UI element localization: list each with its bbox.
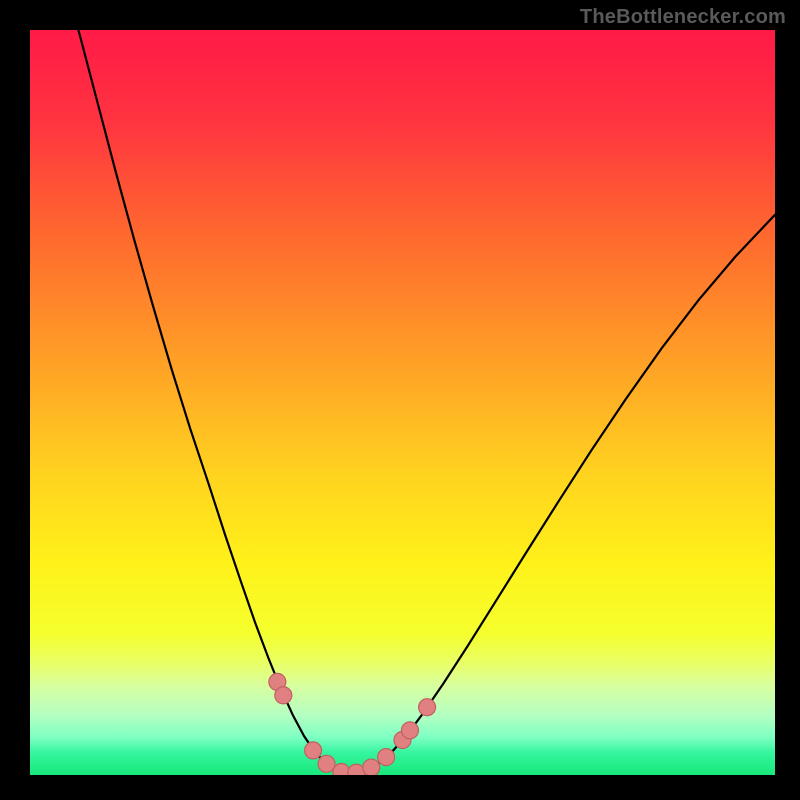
marker-group	[269, 673, 436, 775]
curve-right	[349, 215, 775, 774]
marker-point	[401, 722, 418, 739]
curve-left	[78, 30, 348, 774]
curve-overlay	[30, 30, 775, 775]
marker-point	[275, 687, 292, 704]
marker-point	[348, 764, 365, 775]
watermark-text: TheBottlenecker.com	[580, 6, 786, 29]
marker-point	[305, 742, 322, 759]
marker-point	[363, 759, 380, 775]
marker-point	[419, 699, 436, 716]
plot-area	[30, 30, 775, 775]
marker-point	[378, 749, 395, 766]
marker-point	[318, 755, 335, 772]
